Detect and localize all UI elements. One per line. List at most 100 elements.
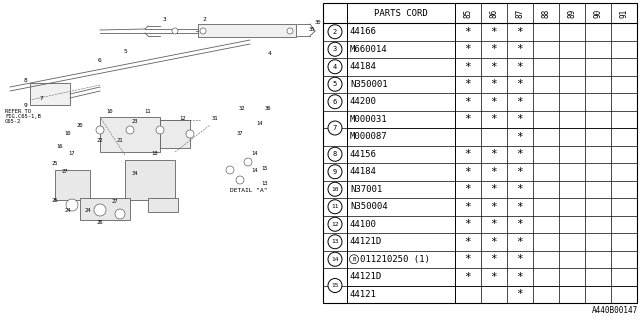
Text: 85: 85 (463, 8, 472, 18)
Text: *: * (465, 237, 472, 247)
Text: C65-2: C65-2 (5, 119, 21, 124)
Text: 87: 87 (515, 8, 525, 18)
Bar (148, 198, 178, 212)
Text: 20: 20 (77, 123, 83, 128)
Bar (323, 3, 637, 303)
Bar (125, 160, 175, 200)
Text: 30: 30 (315, 20, 321, 25)
Text: 14: 14 (252, 151, 259, 156)
Text: 2: 2 (333, 29, 337, 35)
Text: *: * (491, 97, 497, 107)
Text: 11: 11 (332, 204, 339, 209)
Text: 6: 6 (333, 99, 337, 105)
Text: 37: 37 (237, 131, 243, 136)
Text: 23: 23 (132, 119, 138, 124)
Text: *: * (491, 184, 497, 194)
Text: 7: 7 (333, 125, 337, 131)
Text: 4: 4 (333, 64, 337, 70)
Text: 36: 36 (265, 106, 271, 111)
Text: 6: 6 (98, 58, 102, 63)
Text: 3: 3 (333, 46, 337, 52)
Text: *: * (491, 254, 497, 264)
Text: 27: 27 (61, 169, 68, 174)
Text: 5: 5 (123, 49, 127, 54)
Text: 44156: 44156 (350, 150, 377, 159)
Circle shape (287, 28, 293, 34)
Text: *: * (465, 272, 472, 282)
Text: M660014: M660014 (350, 45, 388, 54)
Circle shape (126, 126, 134, 134)
Text: 21: 21 (116, 138, 124, 143)
Text: 44200: 44200 (350, 97, 377, 106)
Text: *: * (491, 149, 497, 159)
Text: 24: 24 (84, 208, 92, 213)
Text: *: * (491, 114, 497, 124)
Circle shape (226, 166, 234, 174)
Text: DETAIL "A": DETAIL "A" (230, 188, 268, 193)
Text: *: * (516, 167, 524, 177)
Circle shape (172, 28, 178, 34)
Text: 32: 32 (239, 106, 245, 111)
Text: *: * (516, 219, 524, 229)
Text: 9: 9 (333, 169, 337, 175)
Text: *: * (516, 202, 524, 212)
Text: 3: 3 (163, 17, 167, 22)
Text: 44184: 44184 (350, 62, 377, 71)
Text: 4: 4 (268, 51, 272, 56)
Circle shape (328, 147, 342, 161)
Text: 25: 25 (52, 161, 58, 166)
Text: 89: 89 (568, 8, 577, 18)
Circle shape (328, 200, 342, 214)
Text: *: * (491, 237, 497, 247)
Text: 10: 10 (332, 187, 339, 192)
Circle shape (96, 126, 104, 134)
Bar (100, 117, 160, 152)
Text: *: * (465, 114, 472, 124)
Circle shape (244, 158, 252, 166)
Text: 18: 18 (152, 151, 158, 156)
Text: *: * (516, 44, 524, 54)
Text: 44100: 44100 (350, 220, 377, 229)
Text: *: * (516, 237, 524, 247)
Bar (80, 198, 130, 220)
Text: M000031: M000031 (350, 115, 388, 124)
Text: 14: 14 (257, 121, 263, 126)
Text: *: * (491, 202, 497, 212)
Text: 8: 8 (23, 78, 27, 83)
Bar (55, 170, 90, 200)
Text: *: * (516, 62, 524, 72)
Text: *: * (491, 27, 497, 37)
Text: *: * (465, 167, 472, 177)
Circle shape (328, 121, 342, 135)
Text: 011210250 (1): 011210250 (1) (360, 255, 430, 264)
Text: N37001: N37001 (350, 185, 382, 194)
Text: 7: 7 (40, 96, 44, 101)
Text: *: * (465, 254, 472, 264)
Circle shape (328, 252, 342, 266)
Circle shape (236, 176, 244, 184)
Text: M000087: M000087 (350, 132, 388, 141)
Text: B: B (353, 257, 356, 262)
Circle shape (200, 28, 206, 34)
Text: 86: 86 (490, 8, 499, 18)
Circle shape (328, 182, 342, 196)
Text: 27: 27 (112, 199, 118, 204)
Circle shape (156, 126, 164, 134)
Text: 22: 22 (97, 138, 103, 143)
Text: N350001: N350001 (350, 80, 388, 89)
Text: *: * (491, 44, 497, 54)
Bar (198, 24, 296, 37)
Text: 15: 15 (332, 283, 339, 288)
Circle shape (115, 209, 125, 219)
Text: A440B00147: A440B00147 (592, 306, 638, 315)
Text: REFER TO: REFER TO (5, 109, 31, 114)
Text: 44121: 44121 (350, 290, 377, 299)
Circle shape (328, 235, 342, 249)
Text: 12: 12 (180, 116, 186, 121)
Text: *: * (491, 272, 497, 282)
Circle shape (328, 217, 342, 231)
Text: *: * (465, 62, 472, 72)
Circle shape (328, 77, 342, 91)
Text: N350004: N350004 (350, 202, 388, 211)
Text: 15: 15 (262, 166, 268, 171)
